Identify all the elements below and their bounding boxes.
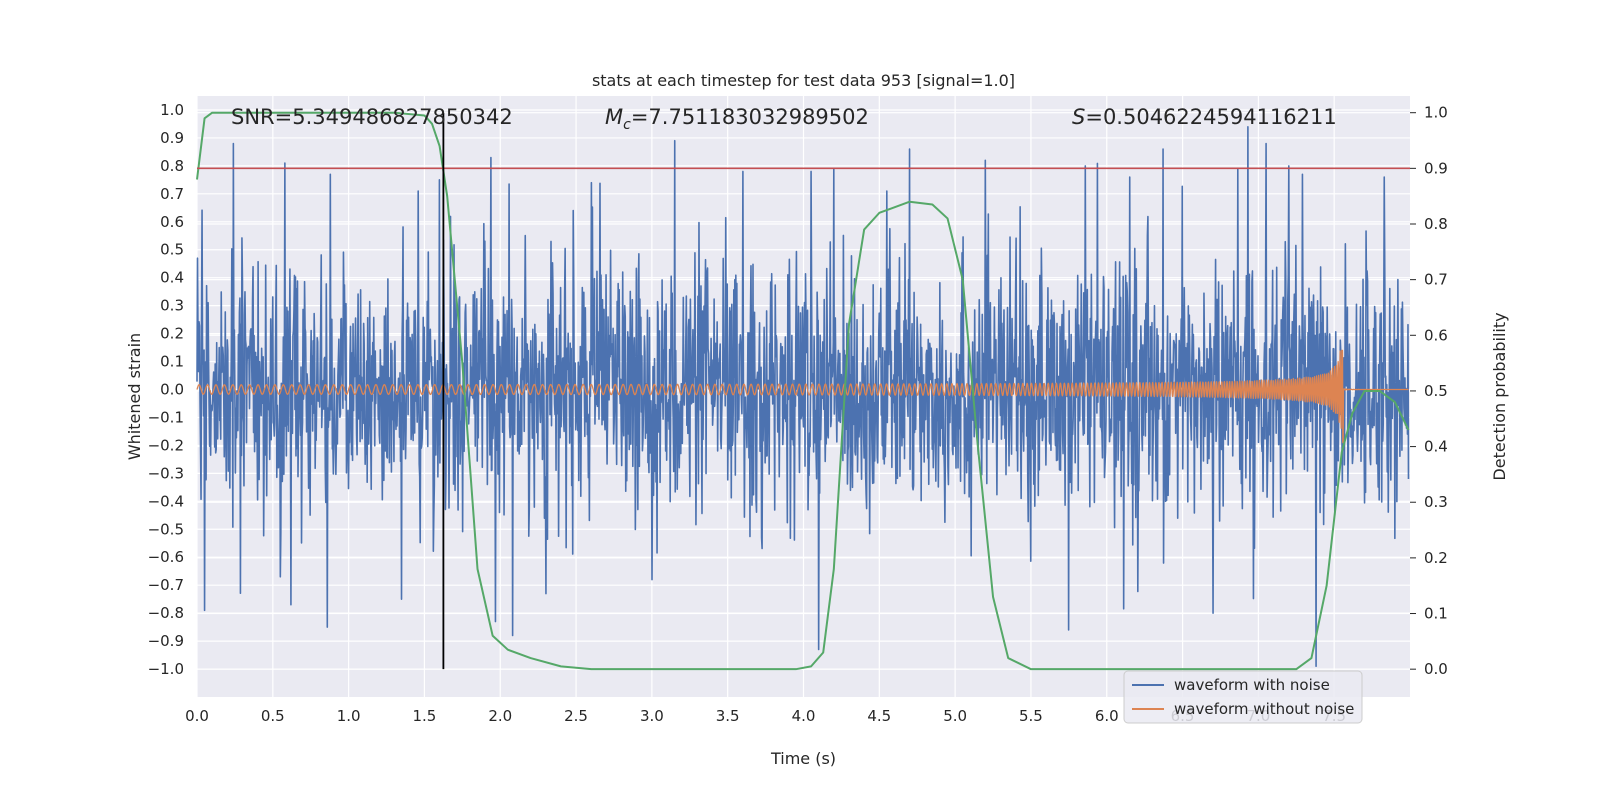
y-left-tick-label: 1.0 xyxy=(160,101,184,119)
x-axis-label: Time (s) xyxy=(770,749,836,768)
x-tick-label: 4.0 xyxy=(792,707,816,725)
y-left-tick-label: −0.8 xyxy=(148,604,184,622)
y-left-tick-label: 0.8 xyxy=(160,157,184,175)
legend-label-noise: waveform with noise xyxy=(1174,676,1330,694)
x-tick-label: 2.0 xyxy=(488,707,512,725)
y-left-tick-label: 0.9 xyxy=(160,129,184,147)
x-tick-label: 5.0 xyxy=(943,707,967,725)
clean-waveform-series xyxy=(196,349,1409,444)
y-left-tick-label: 0.5 xyxy=(160,241,184,259)
y-left-tick-label: −0.9 xyxy=(148,632,184,650)
chirp-mass-annotation: Mc=7.751183032989502 xyxy=(605,105,869,133)
x-tick-label: 3.0 xyxy=(640,707,664,725)
reference-lines xyxy=(197,112,1410,670)
x-tick-label: 1.5 xyxy=(413,707,437,725)
y-left-tick-label: 0.7 xyxy=(160,185,184,203)
chart-title: stats at each timestep for test data 953… xyxy=(592,71,1015,90)
y-left-tick-label: −0.3 xyxy=(148,464,184,482)
y-left-tick-label: −0.2 xyxy=(148,436,184,454)
noise-waveform-line xyxy=(196,125,1410,668)
y-right-tick-label: 0.2 xyxy=(1424,549,1448,567)
y-left-tick-label: −0.5 xyxy=(148,520,184,538)
x-tick-label: 3.5 xyxy=(716,707,740,725)
x-tick-label: 5.5 xyxy=(1019,707,1043,725)
x-tick-label: 6.0 xyxy=(1095,707,1119,725)
tick-labels: 0.00.51.01.52.02.53.03.54.04.55.05.56.06… xyxy=(148,101,1448,725)
y-right-tick-label: 0.8 xyxy=(1424,215,1448,233)
legend: waveform with noise waveform without noi… xyxy=(1123,670,1363,724)
y-left-tick-label: 0.1 xyxy=(160,353,184,371)
legend-box xyxy=(1123,670,1363,724)
y-axis-left-label: Whitened strain xyxy=(125,333,144,460)
y-right-tick-label: 0.5 xyxy=(1424,382,1448,400)
detection-probability-series xyxy=(196,111,1410,671)
y-right-tick-label: 0.4 xyxy=(1424,438,1448,456)
score-annotation: S=0.5046224594116211 xyxy=(1072,105,1337,129)
clean-waveform-line xyxy=(196,349,1409,444)
y-left-tick-label: 0.6 xyxy=(160,213,184,231)
y-left-tick-label: 0.3 xyxy=(160,297,184,315)
y-left-tick-label: −0.7 xyxy=(148,576,184,594)
y-right-tick-label: 1.0 xyxy=(1424,104,1448,122)
y-left-tick-label: −0.4 xyxy=(148,492,184,510)
x-tick-label: 1.0 xyxy=(337,707,361,725)
grid xyxy=(196,96,1416,697)
x-tick-label: 0.0 xyxy=(185,707,209,725)
y-left-tick-label: 0.0 xyxy=(160,381,184,399)
y-right-tick-label: 0.1 xyxy=(1424,605,1448,623)
y-axis-right-label: Detection probability xyxy=(1490,312,1509,480)
y-right-tick-label: 0.0 xyxy=(1424,660,1448,678)
y-right-tick-label: 0.6 xyxy=(1424,326,1448,344)
y-right-tick-label: 0.9 xyxy=(1424,159,1448,177)
y-left-tick-label: −1.0 xyxy=(148,660,184,678)
y-left-tick-label: 0.4 xyxy=(160,269,184,287)
snr-annotation: SNR=5.349486827850342 xyxy=(231,105,513,129)
x-tick-label: 0.5 xyxy=(261,707,285,725)
y-left-tick-label: −0.6 xyxy=(148,548,184,566)
y-right-tick-label: 0.7 xyxy=(1424,271,1448,289)
noise-waveform-series xyxy=(196,125,1410,668)
y-right-tick-label: 0.3 xyxy=(1424,493,1448,511)
x-tick-label: 2.5 xyxy=(564,707,588,725)
legend-label-clean: waveform without noise xyxy=(1174,700,1354,718)
detection-probability-line xyxy=(196,111,1410,671)
x-tick-label: 4.5 xyxy=(867,707,891,725)
y-left-tick-label: −0.1 xyxy=(148,408,184,426)
y-left-tick-label: 0.2 xyxy=(160,325,184,343)
